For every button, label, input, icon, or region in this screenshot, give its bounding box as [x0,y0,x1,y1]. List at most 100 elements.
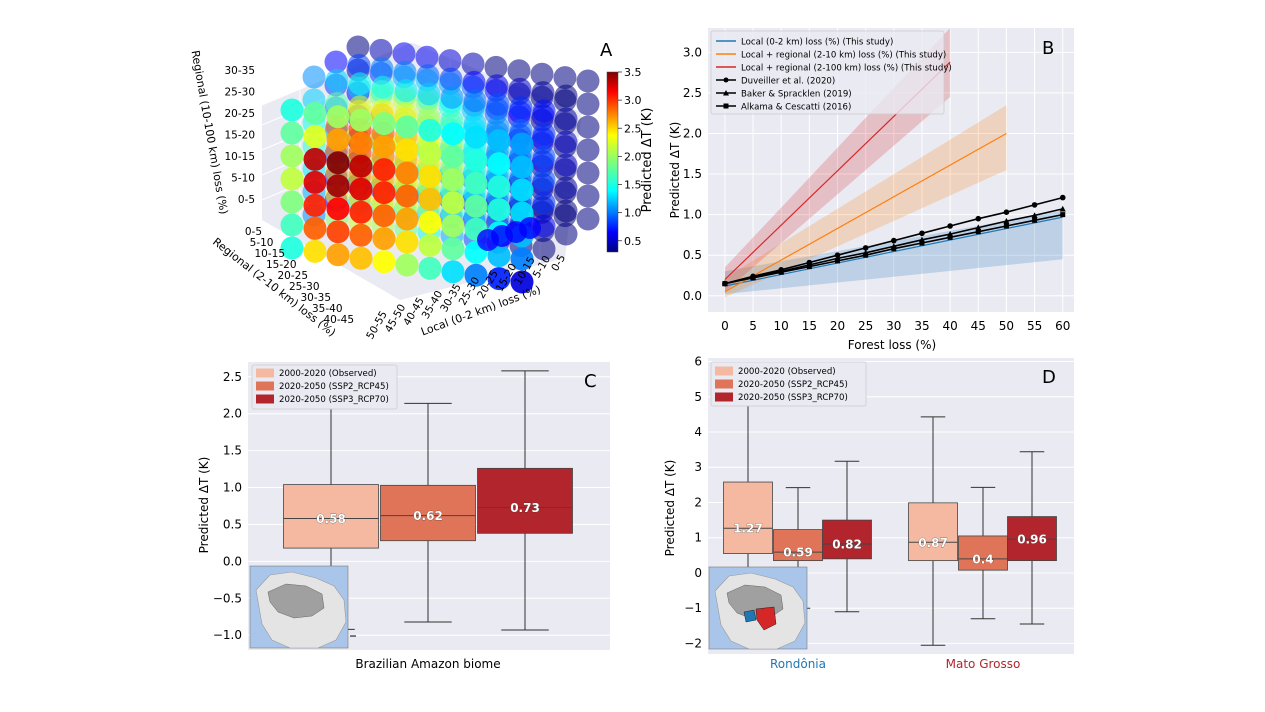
panel-d-letter: D [1042,367,1056,388]
panel-c-letter: C [584,371,597,392]
sphere-back [576,138,600,162]
box-median-label: 0.87 [918,536,948,550]
sphere [510,247,534,271]
sphere-back [392,42,416,66]
panel-d-box-chart: 1.27 0.59 0.82 0.87 0.4 0.96 −2 −1 0 1 2 3 4 5 6 Pred… [663,355,1074,671]
series-marker [1059,194,1066,201]
legend-label: 2020-2050 (SSP3_RCP70) [738,393,848,403]
box-iqr [283,484,379,549]
sphere [418,164,442,188]
sphere [372,158,396,182]
y-tick-label: 6 [694,355,702,369]
series-marker [1003,209,1010,215]
z-tick-label: 5-10 [231,173,255,185]
panel-d-map-rondonia [743,609,757,623]
legend-label: 2020-2050 (SSP3_RCP70) [279,395,389,405]
legend-label: Baker & Spracklen (2019) [741,90,852,100]
sphere [395,115,419,139]
y-tick-label: 40-45 [323,314,354,326]
y-tick-label: 1.0 [683,208,702,222]
panel-d-ticks: −2 −1 0 1 2 3 4 5 6 [684,355,702,651]
panel-d-group-label-rondonia: Rondônia [770,657,826,671]
sphere-back [576,115,600,139]
box-median-label: 0.58 [316,512,346,526]
sphere [372,112,396,136]
sphere-back [554,84,578,108]
sphere [441,168,465,192]
series-marker [1003,217,1010,224]
sphere-back [394,79,418,103]
panel-c-box-chart: 0.58 0.620.73 −1.0−0.50.00.51.01.52.02.5 … [197,362,610,671]
sphere-back [576,69,600,93]
colorbar-tick-label: 2.0 [624,150,642,163]
series-line [724,132,1007,293]
sphere [280,121,304,145]
series-marker [862,245,869,251]
colorbar-tick-label: 3.5 [624,66,642,79]
y-tick-label: 1.5 [683,167,702,181]
panel-a-colorbar-ticks: 3.5 3.0 2.5 2.0 1.5 1.0 0.5 [618,66,642,248]
sphere [441,260,465,284]
sphere-back [346,35,370,59]
confidence-band [724,105,1007,298]
sphere [487,267,511,291]
sphere [280,236,304,260]
sphere [280,167,304,191]
x-tick-label: 10 [774,319,789,333]
colorbar-tick-label: 1.5 [624,179,642,192]
colorbar-tick-label: 1.0 [624,207,642,220]
sphere-back [576,184,600,208]
panel-d-map-mato-grosso [755,606,777,631]
sphere-back [440,85,464,109]
sphere [487,129,511,153]
sphere-back [484,55,508,79]
y-tick-label: 0.0 [223,554,242,568]
y-tick-label: −0.5 [213,591,242,605]
sphere-back [576,207,600,231]
y-tick-label: 0.5 [223,517,242,531]
legend-marker [723,77,729,83]
sphere-back [393,60,417,84]
sphere [326,105,350,129]
y-tick-label: −2 [684,636,702,650]
y-tick-label: 5 [694,390,702,404]
sphere-back [417,82,441,106]
y-tick-label: 2.5 [683,86,702,100]
sphere [349,177,373,201]
box-median-label: 1.27 [733,522,763,536]
sphere [418,256,442,280]
sphere [303,216,327,240]
panel-c-y-axis-label: Predicted ΔT (K) [197,457,211,554]
box-median-label: 0.4 [972,552,993,566]
y-tick-label: 1.0 [223,481,242,495]
sphere [464,194,488,218]
y-tick-label: 2.5 [223,370,242,384]
sphere-back [486,92,510,116]
sphere-back [532,191,556,215]
sphere-back [438,49,462,73]
sphere [441,191,465,215]
legend-swatch [256,368,274,378]
series-marker [778,269,784,275]
sphere [510,178,534,202]
y-tick-label: 3.0 [683,45,702,59]
sphere [464,148,488,172]
y-tick-label: 15-20 [266,259,297,271]
sphere-low [519,217,541,239]
panel-b-ticks: 0 5 10 15 20 25 30 35 40 45 50 55 60 0.0 0.5 1.0 1.5 2.0 2… [683,45,1070,333]
sphere [349,246,373,270]
legend-swatch [256,394,274,404]
sphere [349,154,373,178]
sphere-back [532,145,556,169]
series-marker [975,215,982,222]
box-iqr [822,519,872,560]
box-iqr [773,529,823,562]
panel-d-group-label-mato-grosso: Mato Grosso [946,657,1021,671]
panel-b-x-axis-label: Forest loss (%) [848,338,936,352]
panel-c-boxes: 0.58 0.62 0.73 [283,370,573,631]
sphere-back [507,59,531,83]
sphere [441,122,465,146]
sphere-back [554,176,578,200]
series-marker [722,281,728,287]
sphere [395,138,419,162]
